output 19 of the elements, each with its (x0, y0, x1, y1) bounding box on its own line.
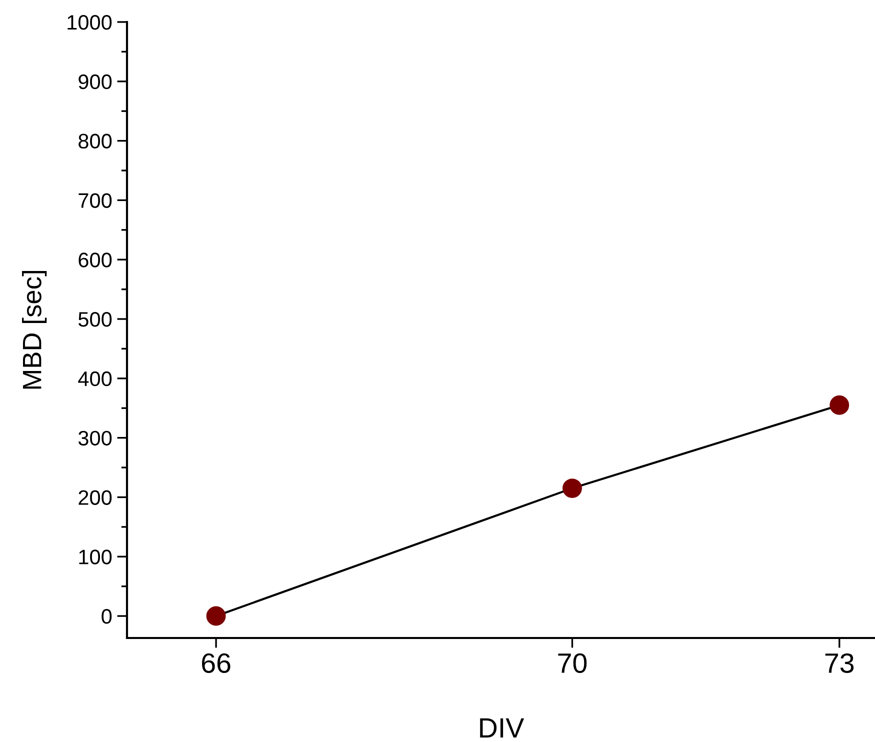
y-tick-label: 200 (78, 490, 112, 505)
y-tick-label: 100 (79, 550, 112, 564)
y-tick-label: 600 (78, 252, 112, 268)
x-tick-label: 66 (202, 653, 230, 673)
y-tick-label: 700 (78, 193, 112, 208)
y-tick-label: 500 (78, 312, 112, 327)
y-tick-label: 400 (78, 371, 112, 386)
x-tick-label: 73 (825, 653, 854, 673)
x-axis-title: DIV (480, 718, 524, 738)
point (562, 478, 582, 498)
point (830, 395, 850, 415)
y-tick-label: 800 (78, 134, 112, 149)
y-tick-label: 1000 (68, 15, 112, 30)
x-tick-label: 70 (558, 653, 587, 673)
y-axis-title: MBD [sec] (22, 271, 47, 389)
y-tick-label: 0 (102, 609, 112, 624)
y-tick-label: 900 (78, 74, 112, 90)
point (206, 606, 226, 626)
y-tick-label: 300 (78, 430, 112, 446)
